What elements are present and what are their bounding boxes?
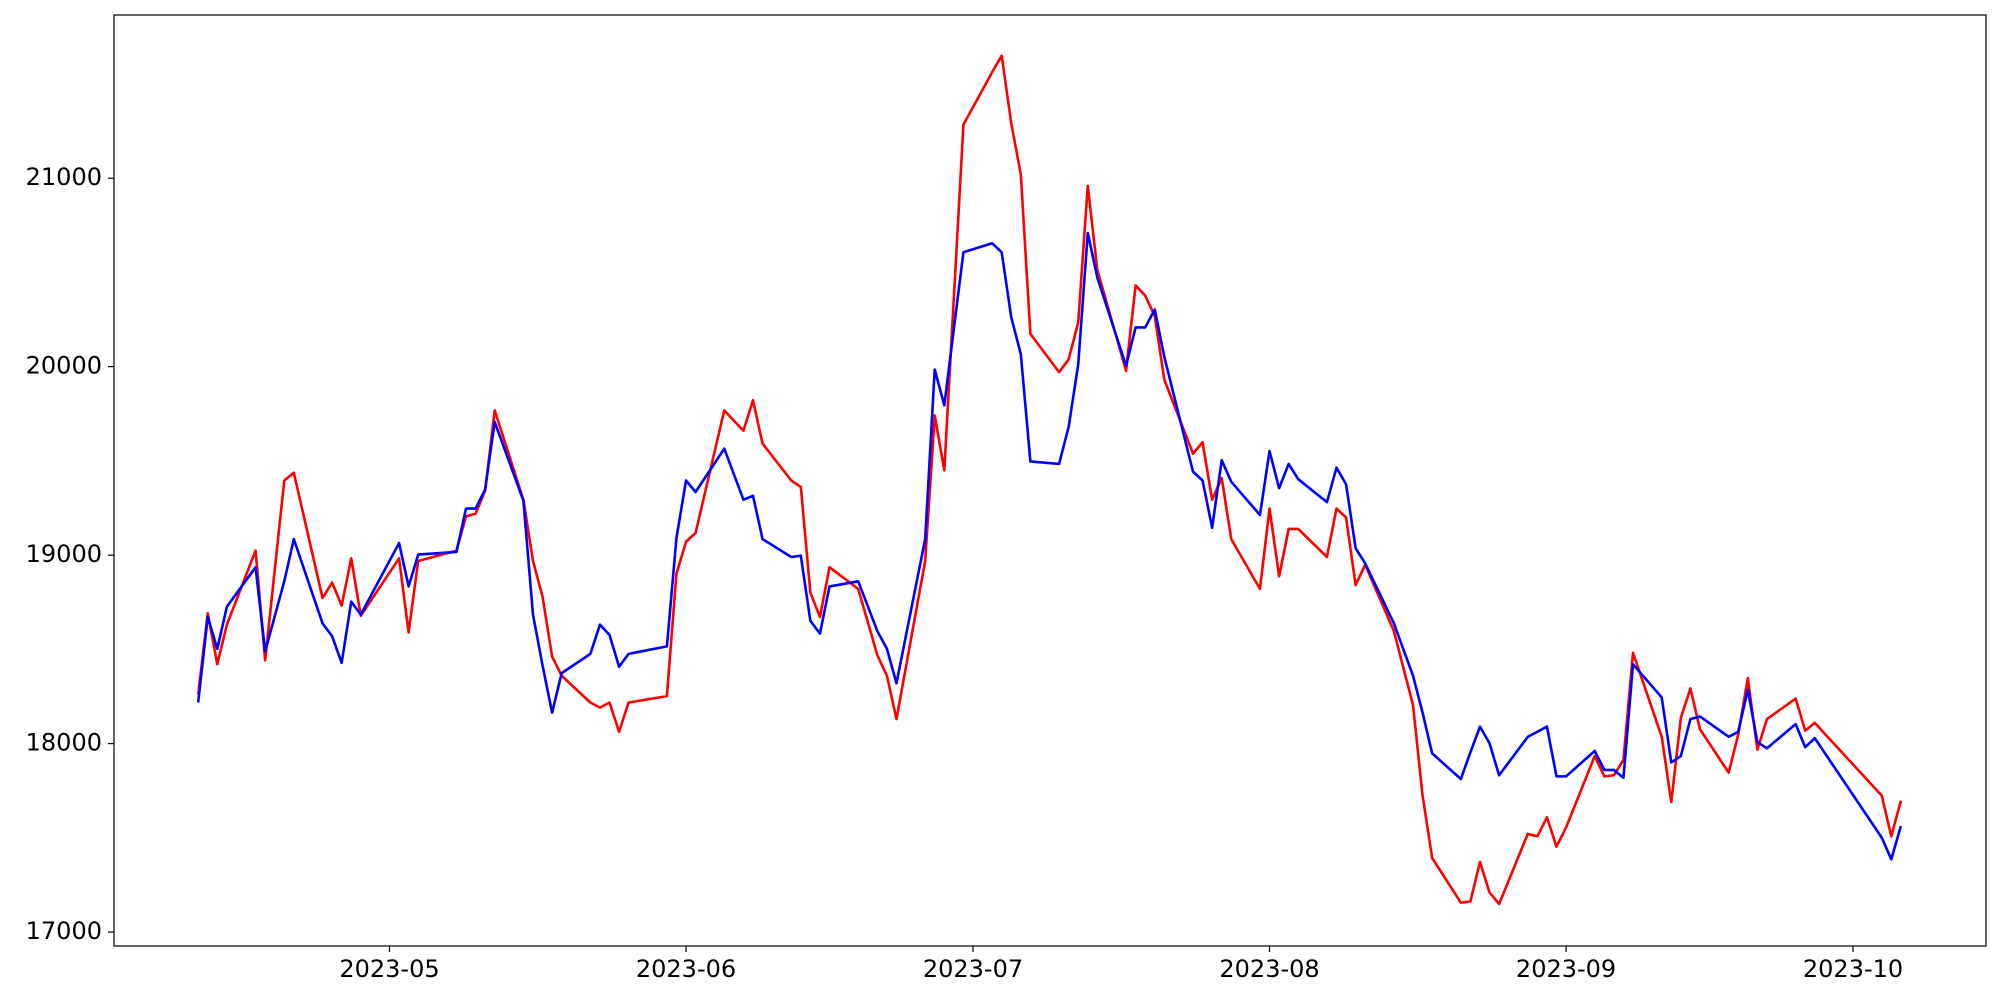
x-tick-label: 2023-09 (1516, 955, 1616, 983)
y-tick-label: 19000 (26, 540, 102, 568)
series-line (196, 231, 1903, 861)
x-tick-label: 2023-07 (923, 955, 1023, 983)
y-tick-label: 21000 (26, 163, 102, 191)
y-tick-label: 20000 (26, 352, 102, 380)
x-tick-label: 2023-06 (636, 955, 736, 983)
series-line (196, 54, 1903, 906)
plot-frame (113, 14, 1987, 947)
x-tick-label: 2023-10 (1803, 955, 1903, 983)
x-tick-label: 2023-08 (1219, 955, 1319, 983)
x-tick-label: 2023-05 (339, 955, 439, 983)
y-tick-label: 18000 (26, 729, 102, 757)
y-tick-label: 17000 (26, 917, 102, 945)
